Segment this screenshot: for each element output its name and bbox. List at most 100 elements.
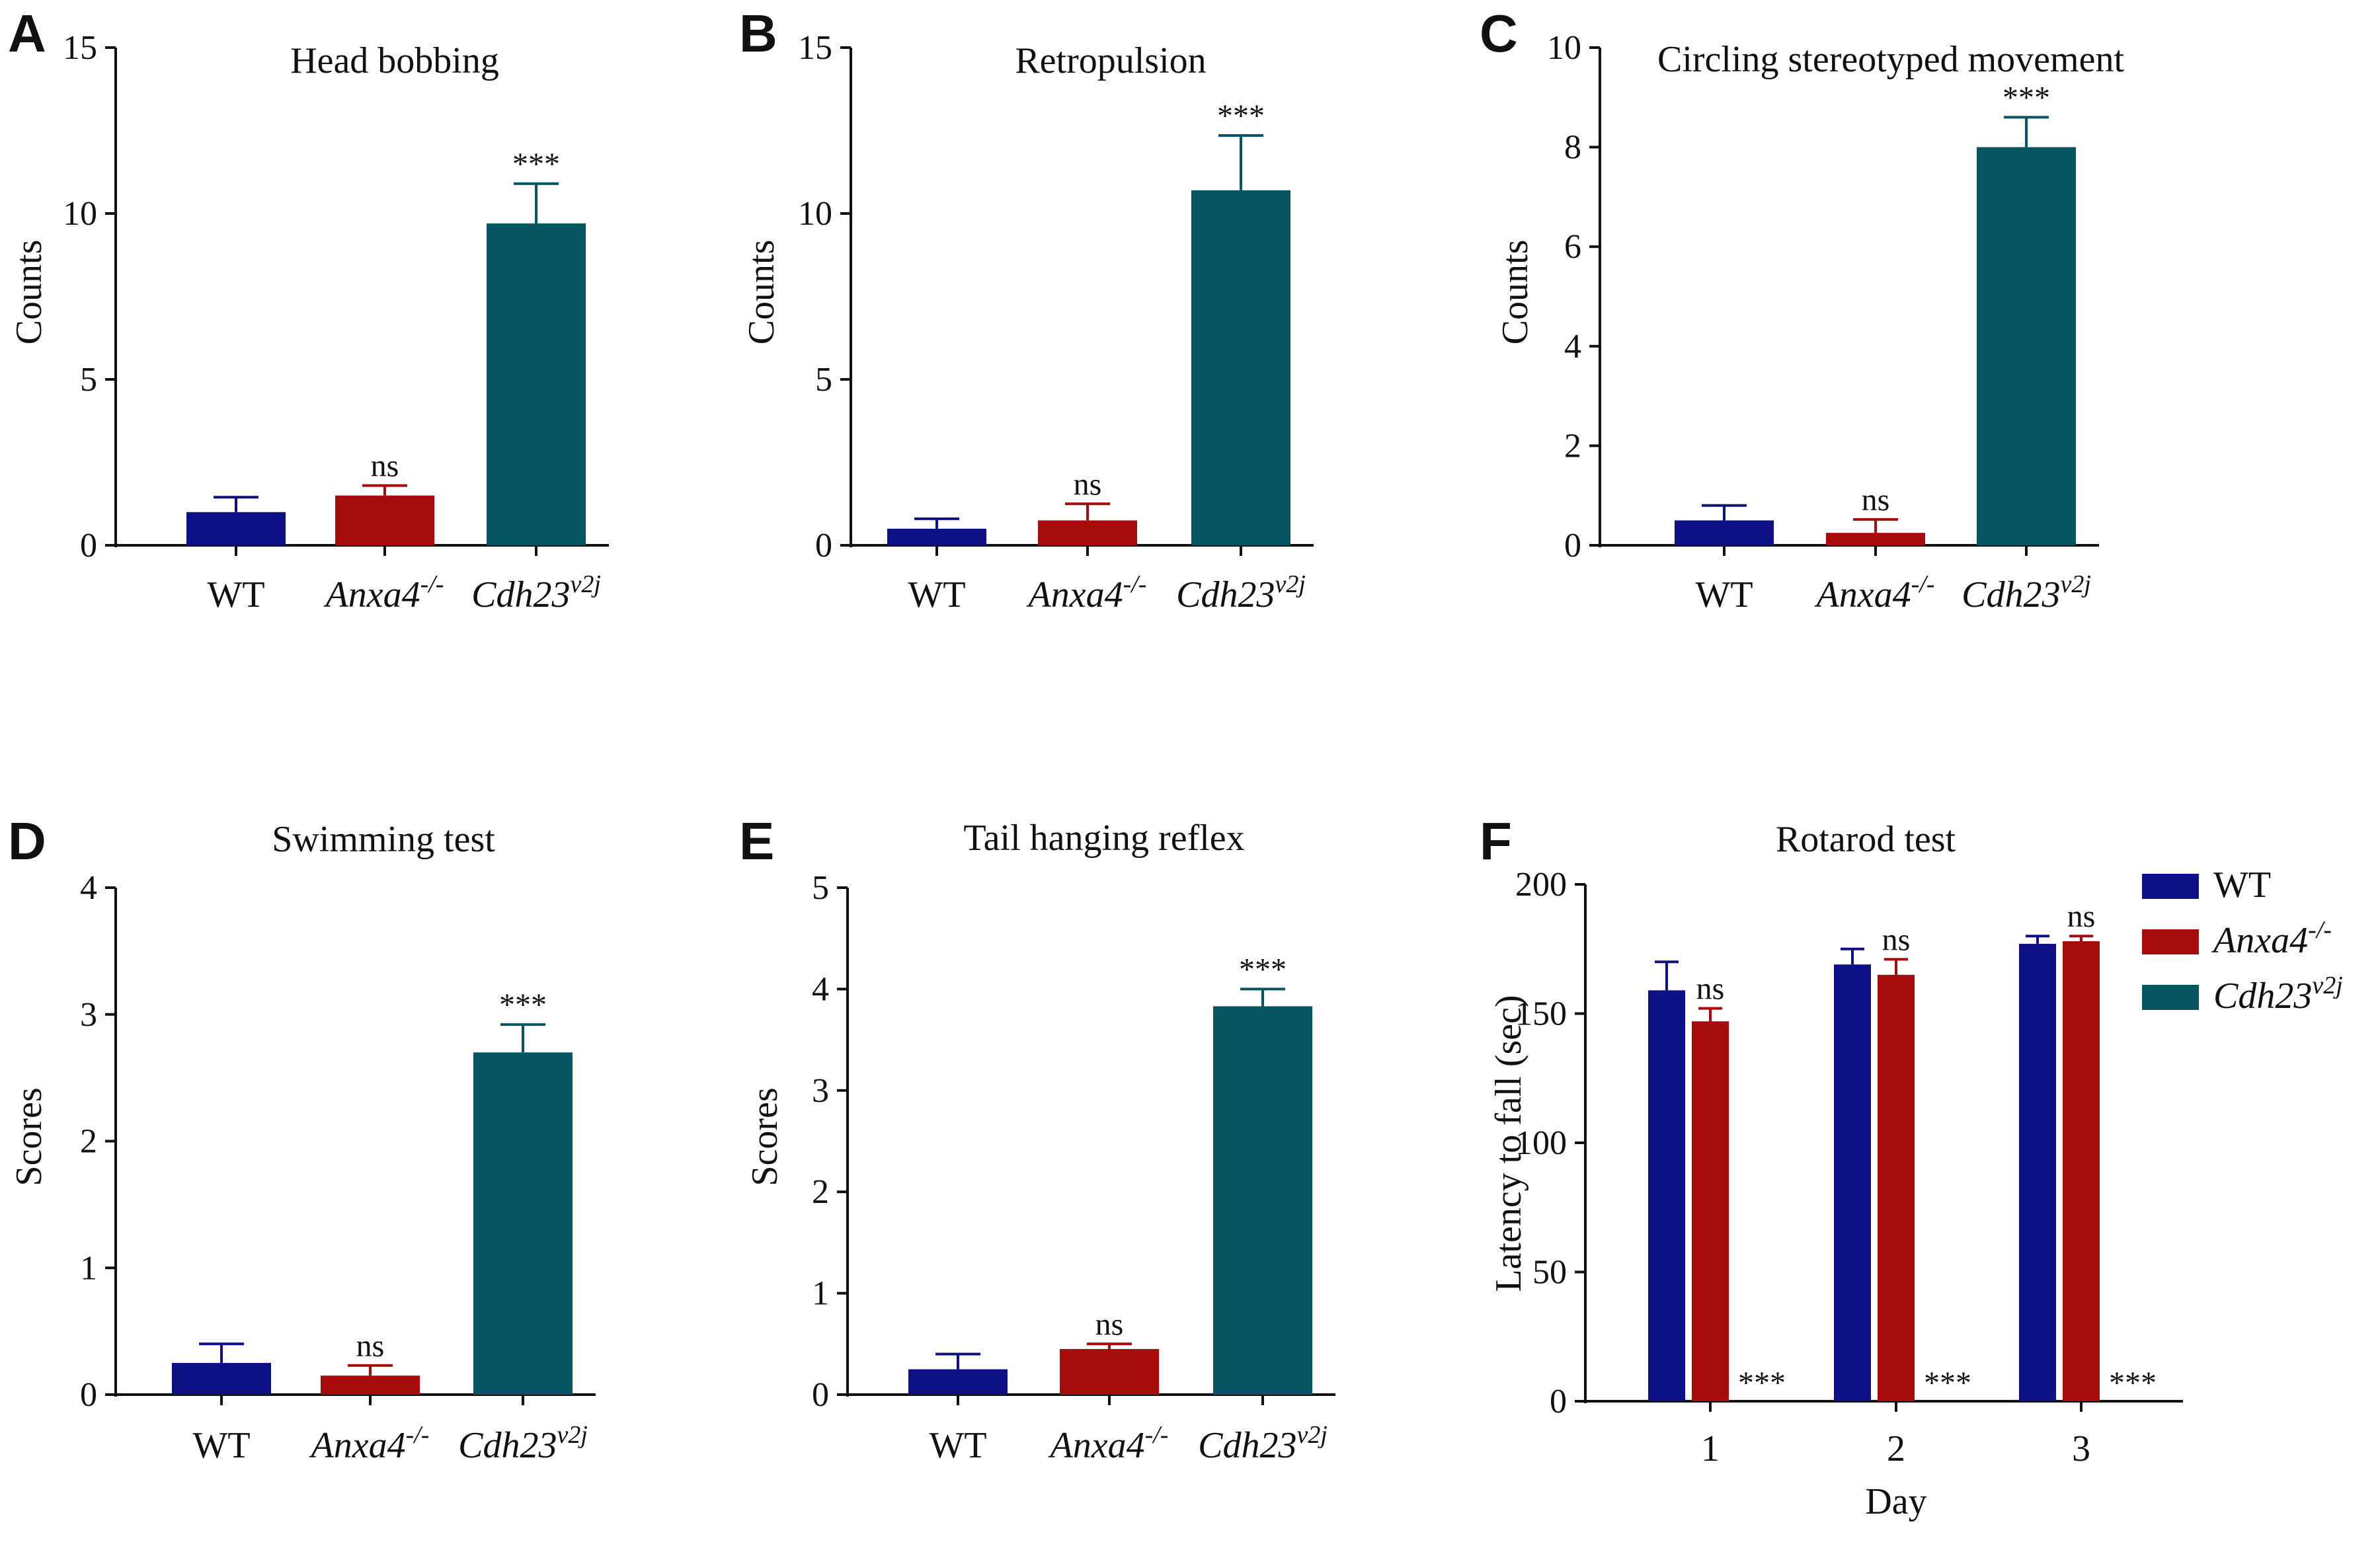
panel-e: E Tail hanging reflex Scores 0 1 2 3 4 5 WT ns A… bbox=[739, 812, 1335, 1466]
y-tick-label: 0 bbox=[812, 1376, 829, 1414]
bar-wt bbox=[908, 1369, 1008, 1395]
x-tick-label-cdh23: Cdh23v2j bbox=[1198, 1421, 1328, 1466]
x-tick-label-anxa4: Anxa4-/- bbox=[309, 1421, 430, 1466]
y-axis-label: Scores bbox=[744, 1087, 785, 1186]
x-tick-label-cdh23: Cdh23v2j bbox=[471, 570, 601, 615]
y-axis-label: Counts bbox=[9, 240, 50, 345]
y-tick-label: 5 bbox=[815, 361, 832, 399]
y-tick-label: 10 bbox=[1547, 29, 1581, 67]
bar-wt-day-2 bbox=[1834, 964, 1871, 1401]
bar-wt-day-3 bbox=[2019, 943, 2056, 1401]
y-tick-label: 4 bbox=[80, 869, 97, 907]
panel-a: A Head bobbing Counts 0 5 10 15 WT ns Anxa4-/-… bbox=[8, 4, 609, 615]
panel-d: D Swimming test Scores 0 1 2 3 4 WT ns Anxa4-/-… bbox=[8, 812, 596, 1466]
y-axis-label: Counts bbox=[741, 240, 782, 345]
bar-wt bbox=[1675, 520, 1774, 545]
bar-cdh23 bbox=[1977, 147, 2076, 546]
y-tick-label: 100 bbox=[1515, 1124, 1567, 1162]
panel-letter-e: E bbox=[739, 812, 774, 870]
y-tick-label: 5 bbox=[80, 361, 97, 399]
sig-label-stars: *** bbox=[1217, 98, 1265, 134]
x-tick-label-anxa4: Anxa4-/- bbox=[323, 570, 444, 615]
x-tick-label-wt: WT bbox=[192, 1425, 250, 1466]
chart-title-rotarod: Rotarod test bbox=[1776, 819, 1956, 860]
sig-label-ns: ns bbox=[1074, 467, 1102, 502]
y-tick-label: 1 bbox=[80, 1249, 97, 1287]
y-tick-label: 10 bbox=[798, 195, 832, 233]
y-tick-label: 2 bbox=[812, 1173, 829, 1211]
sig-label-ns: ns bbox=[356, 1329, 385, 1364]
bar-wt bbox=[172, 1363, 271, 1395]
x-tick-label-wt: WT bbox=[1695, 574, 1753, 615]
x-tick-label-day-2: 2 bbox=[1887, 1428, 1905, 1469]
bar-anxa4 bbox=[1826, 533, 1925, 545]
sig-label-stars: *** bbox=[1924, 1366, 1971, 1401]
bar-wt bbox=[186, 512, 286, 545]
y-tick-label: 200 bbox=[1515, 866, 1567, 904]
panel-letter-a: A bbox=[8, 4, 46, 63]
panel-b: B Retropulsion Counts 0 5 10 15 WT ns Anxa4-/-… bbox=[739, 4, 1314, 615]
sig-label-stars: *** bbox=[2109, 1366, 2157, 1401]
x-tick-label-wt: WT bbox=[207, 574, 264, 615]
sig-label-ns: ns bbox=[1862, 482, 1890, 518]
legend-label-anxa4: Anxa4-/- bbox=[2211, 916, 2332, 961]
panel-f: F Rotarod test Latency to fall (sec) Day… bbox=[1480, 812, 2183, 1522]
y-tick-label: 5 bbox=[812, 869, 829, 907]
y-tick-label: 8 bbox=[1564, 129, 1581, 167]
chart-title-swimming: Swimming test bbox=[272, 819, 495, 860]
x-tick-label-anxa4: Anxa4-/- bbox=[1048, 1421, 1169, 1466]
bar-anxa4 bbox=[335, 495, 434, 545]
sig-label-stars: *** bbox=[499, 987, 547, 1023]
sig-label-stars: *** bbox=[2003, 80, 2050, 115]
y-tick-label: 15 bbox=[798, 29, 832, 67]
y-tick-label: 4 bbox=[812, 970, 829, 1008]
bar-anxa4-day-2 bbox=[1878, 974, 1915, 1401]
legend: WT Anxa4-/- Cdh23v2j bbox=[2142, 865, 2343, 1017]
bar-anxa4-day-1 bbox=[1692, 1021, 1729, 1401]
bar-anxa4-day-3 bbox=[2063, 941, 2100, 1401]
bar-cdh23 bbox=[1213, 1006, 1312, 1395]
y-axis-label: Counts bbox=[1495, 240, 1536, 345]
sig-label-stars: *** bbox=[1239, 952, 1287, 987]
y-tick-label: 2 bbox=[1564, 427, 1581, 465]
y-axis-label: Latency to fall (sec) bbox=[1488, 995, 1529, 1292]
x-tick-label-cdh23: Cdh23v2j bbox=[1176, 570, 1306, 615]
y-tick-label: 0 bbox=[1550, 1383, 1567, 1420]
chart-title-circling: Circling stereotyped movement bbox=[1657, 39, 2124, 80]
y-tick-label: 0 bbox=[1564, 527, 1581, 564]
chart-title-retropulsion: Retropulsion bbox=[1015, 40, 1206, 81]
x-axis-label: Day bbox=[1865, 1481, 1926, 1522]
y-tick-label: 3 bbox=[812, 1072, 829, 1110]
x-tick-label-cdh23: Cdh23v2j bbox=[1962, 570, 2091, 615]
sig-label-ns: ns bbox=[2067, 899, 2096, 934]
legend-swatch-cdh23 bbox=[2142, 985, 2199, 1010]
sig-label-stars: *** bbox=[512, 147, 560, 182]
y-tick-label: 10 bbox=[63, 195, 97, 233]
y-tick-label: 50 bbox=[1532, 1254, 1567, 1292]
legend-label-wt: WT bbox=[2213, 865, 2271, 906]
bar-wt-day-1 bbox=[1648, 990, 1685, 1401]
sig-label-ns: ns bbox=[371, 449, 399, 484]
legend-swatch-wt bbox=[2142, 874, 2199, 899]
x-tick-label-wt: WT bbox=[908, 574, 965, 615]
legend-label-cdh23: Cdh23v2j bbox=[2213, 972, 2343, 1017]
y-tick-label: 4 bbox=[1564, 328, 1581, 366]
y-tick-label: 0 bbox=[80, 1376, 97, 1414]
sig-label-ns: ns bbox=[1696, 972, 1725, 1007]
sig-label-ns: ns bbox=[1882, 922, 1911, 957]
x-tick-label-day-1: 1 bbox=[1701, 1428, 1720, 1469]
y-tick-label: 3 bbox=[80, 996, 97, 1034]
bar-cdh23 bbox=[473, 1052, 573, 1395]
bar-wt bbox=[887, 528, 986, 545]
y-tick-label: 1 bbox=[812, 1275, 829, 1313]
x-tick-label-cdh23: Cdh23v2j bbox=[458, 1421, 588, 1466]
x-tick-label-wt: WT bbox=[929, 1425, 986, 1466]
x-tick-label-day-3: 3 bbox=[2072, 1428, 2090, 1469]
bar-anxa4 bbox=[1060, 1348, 1159, 1395]
panel-letter-c: C bbox=[1480, 4, 1518, 63]
chart-title-tail-hanging: Tail hanging reflex bbox=[963, 818, 1244, 859]
y-tick-label: 6 bbox=[1564, 228, 1581, 266]
y-tick-label: 2 bbox=[80, 1123, 97, 1161]
bar-anxa4 bbox=[1038, 520, 1137, 545]
